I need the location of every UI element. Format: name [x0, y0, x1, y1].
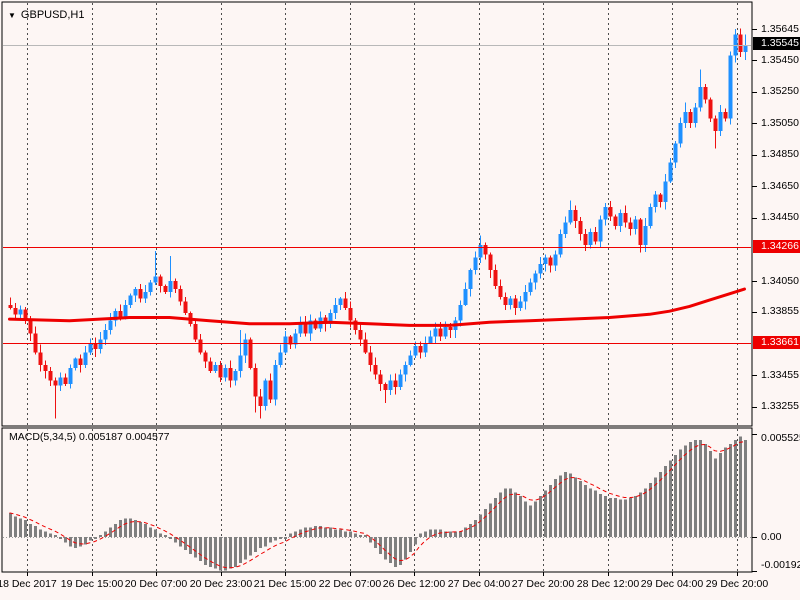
- macd-histogram: [9, 436, 747, 571]
- current-price-label: 1.35545: [753, 37, 800, 50]
- macd-indicator-label: MACD(5,34,5) 0.005187 0.004577: [9, 431, 170, 443]
- time-axis-label: 26 Dec 12:00: [382, 578, 446, 590]
- time-axis-label: 27 Dec 20:00: [511, 578, 575, 590]
- price-tick-label: 1.34050: [761, 275, 799, 287]
- price-tick-label: 1.34450: [761, 211, 799, 223]
- time-axis-label: 18 Dec 2017: [0, 578, 57, 590]
- time-axis-label: 29 Dec 20:00: [705, 578, 769, 590]
- price-tick-label: 1.34650: [761, 180, 799, 192]
- macd-axis-label-max: 0.005525: [761, 432, 800, 444]
- price-tick-label: 1.35050: [761, 117, 799, 129]
- symbol-dropdown-icon[interactable]: ▼: [8, 11, 16, 20]
- price-tick-label: 1.35450: [761, 54, 799, 66]
- time-axis-label: 29 Dec 04:00: [640, 578, 704, 590]
- price-tick-label: 1.35645: [761, 23, 799, 35]
- symbol-text: GBPUSD,H1: [20, 9, 85, 21]
- time-axis-label: 19 Dec 15:00: [60, 578, 124, 590]
- moving-average-line[interactable]: [8, 287, 746, 327]
- price-tick-label: 1.33855: [761, 305, 799, 317]
- time-gridlines: [27, 3, 738, 571]
- time-axis-label: 20 Dec 07:00: [124, 578, 188, 590]
- price-tick-label: 1.35250: [761, 85, 799, 97]
- price-axis-ticks: [752, 29, 757, 572]
- horizontal-level-lines: [3, 247, 751, 344]
- time-axis-label: 28 Dec 12:00: [576, 578, 640, 590]
- macd-axis-label-min: -0.00192: [761, 559, 800, 571]
- panels: [1, 1, 753, 573]
- macd-axis-label-zero: 0.00: [761, 531, 782, 543]
- macd-signal-line: [9, 441, 745, 569]
- time-axis-label: 21 Dec 15:00: [253, 578, 317, 590]
- price-tick-label: 1.33255: [761, 400, 799, 412]
- symbol-label: ▼ GBPUSD,H1: [8, 9, 85, 22]
- support-price-label: 1.33661: [753, 336, 800, 349]
- price-tick-label: 1.34850: [761, 148, 799, 160]
- resistance-price-label: 1.34266: [753, 240, 800, 253]
- price-tick-label: 1.33455: [761, 369, 799, 381]
- time-axis-ticks: [27, 572, 738, 576]
- time-axis-label: 22 Dec 07:00: [318, 578, 382, 590]
- time-axis-label: 27 Dec 04:00: [447, 578, 511, 590]
- time-axis-label: 20 Dec 23:00: [189, 578, 253, 590]
- main-panel: [1, 1, 753, 427]
